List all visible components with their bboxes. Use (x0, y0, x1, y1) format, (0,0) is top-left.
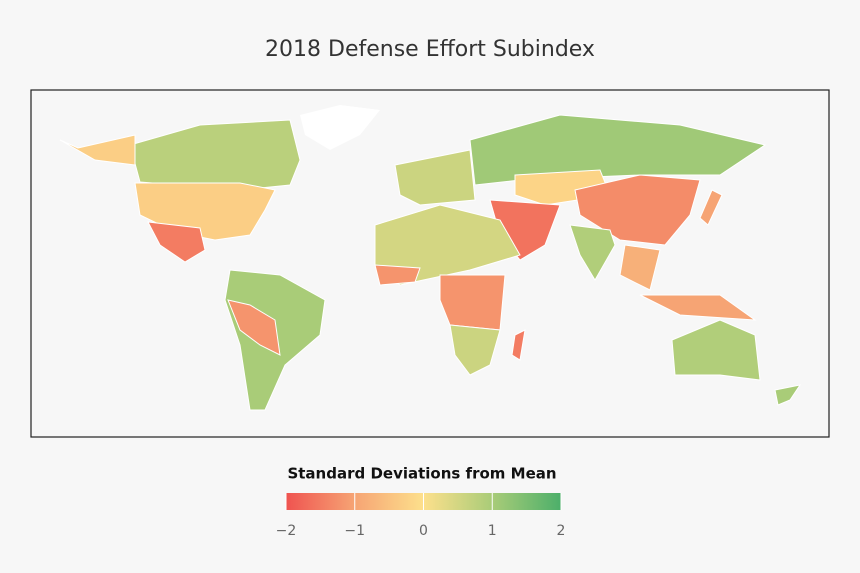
region (147, 221, 206, 263)
regions (59, 114, 802, 411)
tick-label: 0 (419, 523, 428, 539)
region (59, 134, 136, 166)
region (574, 174, 701, 246)
region (671, 319, 761, 381)
region (227, 299, 281, 356)
region (394, 149, 476, 206)
no-data-region (300, 105, 380, 150)
region (569, 224, 616, 281)
region (639, 294, 757, 321)
tick-label: 2 (557, 523, 566, 539)
region (374, 264, 421, 286)
map-title: 2018 Defense Effort Subindex (265, 37, 595, 62)
tick-label: −2 (276, 523, 297, 539)
legend: −2 −1 0 1 2 (276, 493, 566, 539)
tick-label: 1 (488, 523, 497, 539)
region (511, 329, 526, 361)
region (469, 114, 767, 186)
legend-title: Standard Deviations from Mean (287, 465, 556, 483)
region (439, 274, 506, 331)
region (699, 189, 723, 226)
region (449, 324, 501, 376)
region (774, 384, 802, 406)
region (619, 244, 661, 291)
tick-label: −1 (344, 523, 365, 539)
